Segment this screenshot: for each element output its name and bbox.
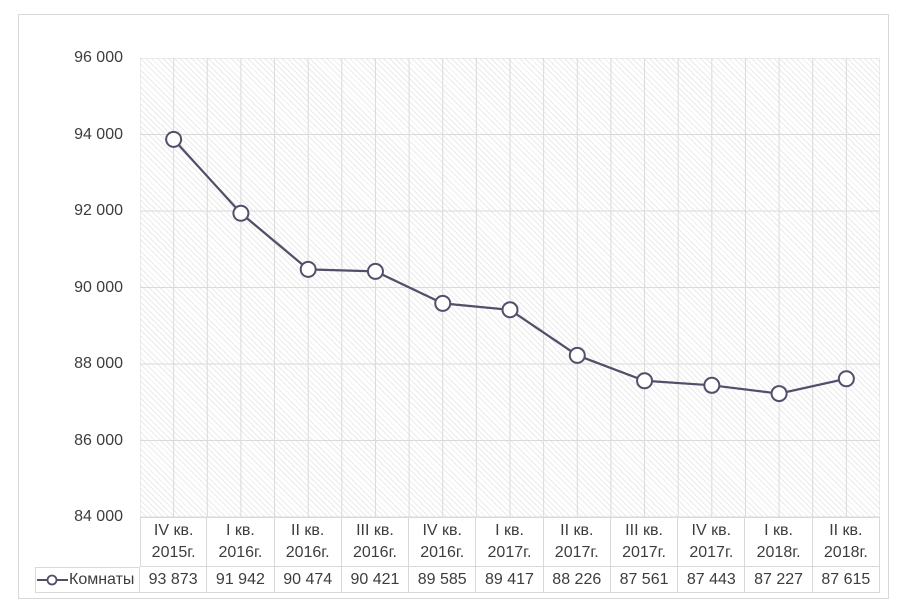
- data-point-marker: [434, 294, 452, 312]
- table-value-cell: 89 585: [409, 567, 477, 593]
- x-category-header: III кв. 2016г.: [341, 517, 410, 567]
- table-value-cell: 87 615: [812, 567, 880, 593]
- category-quarter: IV кв.: [153, 522, 194, 539]
- category-quarter: IV кв.: [691, 522, 732, 539]
- category-year: 2016г.: [285, 544, 330, 561]
- data-point-marker: [165, 130, 183, 148]
- x-category-header: IV кв. 2017г.: [678, 517, 746, 567]
- category-year: 2018г.: [756, 544, 801, 561]
- category-year: 2015г.: [151, 544, 196, 561]
- category-quarter: II кв.: [560, 522, 594, 539]
- x-category-header: IV кв. 2015г.: [140, 517, 208, 567]
- data-point-marker: [703, 376, 721, 394]
- y-tick-label: 92 000: [74, 202, 123, 219]
- line-marker-icon: [37, 574, 68, 586]
- y-tick-label: 84 000: [74, 508, 123, 525]
- table-value-cell: 93 873: [140, 567, 208, 593]
- x-category-header: II кв. 2017г.: [543, 517, 611, 567]
- plot-canvas: [140, 58, 880, 517]
- x-category-header: I кв. 2017г.: [476, 517, 544, 567]
- category-year: 2016г.: [352, 544, 397, 561]
- table-value-cell: 90 421: [341, 567, 410, 593]
- x-category-header: IV кв. 2016г.: [409, 517, 477, 567]
- legend-label: Комнаты: [69, 571, 135, 588]
- data-point-marker: [568, 346, 586, 364]
- category-year: 2016г.: [420, 544, 465, 561]
- category-quarter: III кв.: [625, 522, 663, 539]
- data-point-marker: [636, 372, 654, 390]
- category-year: 2018г.: [823, 544, 868, 561]
- category-quarter: II кв.: [829, 522, 863, 539]
- table-value-cell: 90 474: [274, 567, 342, 593]
- category-year: 2017г.: [689, 544, 734, 561]
- data-point-marker: [501, 301, 519, 319]
- data-point-marker: [232, 204, 250, 222]
- y-tick-label: 90 000: [74, 278, 123, 296]
- category-quarter: II кв.: [291, 522, 325, 539]
- y-tick-label: 96 000: [74, 49, 123, 66]
- table-value-cell: 89 417: [476, 567, 544, 593]
- table-value-cell: 91 942: [207, 567, 275, 593]
- data-point-marker: [299, 260, 317, 278]
- data-point-marker: [366, 262, 384, 280]
- y-tick-label: 88 000: [74, 355, 123, 372]
- y-axis: 96 000 94 000 92 000 90 000 88 000 86 000 84 0…: [0, 0, 132, 611]
- category-year: 2017г.: [487, 544, 532, 561]
- x-category-header: II кв. 2016г.: [274, 517, 342, 567]
- x-category-header: II кв. 2018г.: [812, 517, 880, 567]
- category-quarter: III кв.: [356, 522, 394, 539]
- table-value-cell: 87 443: [678, 567, 746, 593]
- data-point-marker: [770, 385, 788, 403]
- legend: Комнаты: [35, 567, 140, 593]
- category-year: 2017г.: [554, 544, 599, 561]
- category-quarter: I кв.: [764, 522, 793, 539]
- data-table: IV кв. 2015г. 93 873 I кв. 2016г. 91 942 II кв…: [140, 517, 880, 593]
- table-value-cell: 87 561: [610, 567, 679, 593]
- data-point-marker: [837, 370, 855, 388]
- category-quarter: I кв.: [495, 522, 524, 539]
- x-category-header: I кв. 2016г.: [207, 517, 275, 567]
- x-category-header: III кв. 2017г.: [610, 517, 679, 567]
- y-tick-label: 94 000: [74, 125, 123, 143]
- category-year: 2016г.: [218, 544, 263, 561]
- x-category-header: I кв. 2018г.: [745, 517, 813, 567]
- y-tick-label: 86 000: [74, 431, 123, 449]
- category-quarter: I кв.: [225, 522, 255, 539]
- table-value-cell: 88 226: [543, 567, 611, 593]
- category-year: 2017г.: [622, 544, 666, 561]
- table-value-cell: 87 227: [745, 567, 813, 593]
- category-quarter: IV кв.: [422, 522, 462, 539]
- plot-area: [140, 58, 880, 517]
